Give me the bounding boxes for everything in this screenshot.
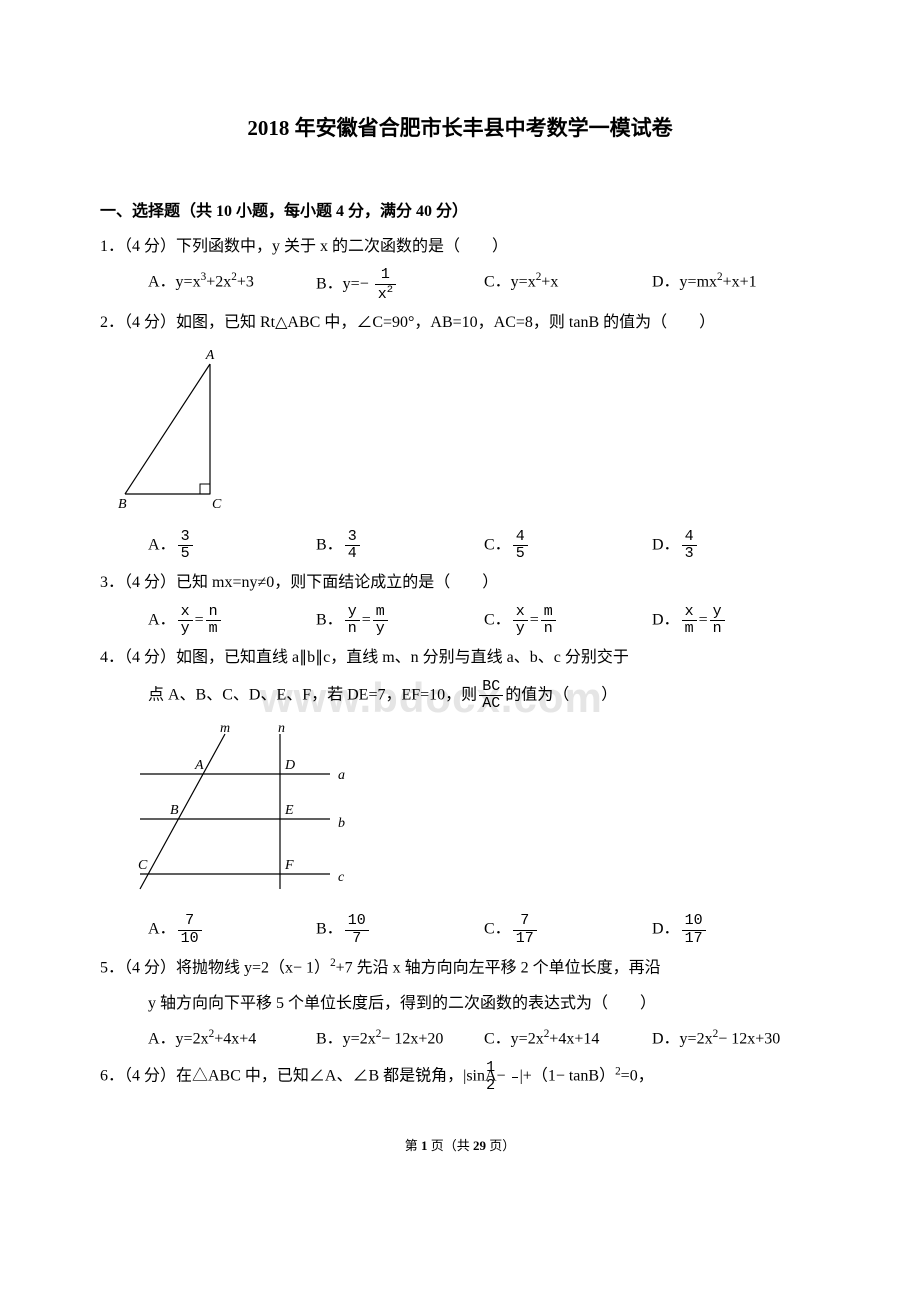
option-a: A．y=x3+2x2+3 xyxy=(148,267,316,303)
question-5-stem-line2: y 轴方向向下平移 5 个单位长度后，得到的二次函数的表达式为（ ） xyxy=(100,990,820,1019)
svg-text:m: m xyxy=(220,721,230,736)
option-c: C．717 xyxy=(484,913,652,947)
option-a: A．35 xyxy=(148,529,316,563)
page-title: 2018 年安徽省合肥市长丰县中考数学一模试卷 xyxy=(100,110,820,148)
option-d: D．43 xyxy=(652,529,820,563)
question-4-options: A．710 B．107 C．717 D．1017 xyxy=(100,913,820,947)
svg-text:F: F xyxy=(284,858,294,873)
option-b: B．107 xyxy=(316,913,484,947)
question-2-figure: A B C xyxy=(100,344,820,525)
svg-text:b: b xyxy=(338,816,345,831)
question-2-options: A．35 B．34 C．45 D．43 xyxy=(100,529,820,563)
option-d: D．xm=yn xyxy=(652,604,820,638)
option-d: D．1017 xyxy=(652,913,820,947)
option-a: A．710 xyxy=(148,913,316,947)
option-c: C．y=2x2+4x+14 xyxy=(484,1024,652,1054)
question-5-stem-line1: 5．（4 分）将抛物线 y=2（x− 1）2+7 先沿 x 轴方向向左平移 2 … xyxy=(100,953,820,983)
question-1-options: A．y=x3+2x2+3 B．y=− 1x2 C．y=x2+x D．y=mx2+… xyxy=(100,267,820,303)
question-4-stem-line2: 点 A、B、C、D、E、F，若 DE=7，EF=10，则BCAC的值为（ ） xyxy=(100,679,820,713)
option-c: C．45 xyxy=(484,529,652,563)
option-b: B．34 xyxy=(316,529,484,563)
option-d: D．y=2x2− 12x+30 xyxy=(652,1024,820,1054)
svg-text:c: c xyxy=(338,870,345,885)
question-1-stem: 1．（4 分）下列函数中，y 关于 x 的二次函数的是（ ） xyxy=(100,233,820,262)
page-footer: 第 1 页（共 29 页） xyxy=(100,1134,820,1157)
svg-text:n: n xyxy=(278,721,285,736)
option-d: D．y=mx2+x+1 xyxy=(652,267,820,303)
question-4-stem-line1: 4．（4 分）如图，已知直线 a∥b∥c，直线 m、n 分别与直线 a、b、c … xyxy=(100,644,820,673)
svg-text:a: a xyxy=(338,768,345,783)
question-5-options: A．y=2x2+4x+4 B．y=2x2− 12x+20 C．y=2x2+4x+… xyxy=(100,1024,820,1054)
option-a: A．xy=nm xyxy=(148,604,316,638)
option-a: A．y=2x2+4x+4 xyxy=(148,1024,316,1054)
svg-text:B: B xyxy=(170,803,179,818)
option-b: B．yn=my xyxy=(316,604,484,638)
question-4-figure: m n a b c A B C D E F xyxy=(100,719,820,910)
svg-text:A: A xyxy=(194,758,204,773)
option-c: C．xy=mn xyxy=(484,604,652,638)
svg-text:C: C xyxy=(212,497,222,512)
option-b: B．y=2x2− 12x+20 xyxy=(316,1024,484,1054)
svg-text:C: C xyxy=(138,858,148,873)
svg-text:B: B xyxy=(118,497,127,512)
question-3-options: A．xy=nm B．yn=my C．xy=mn D．xm=yn xyxy=(100,604,820,638)
option-b: B．y=− 1x2 xyxy=(316,267,484,303)
svg-text:D: D xyxy=(284,758,295,773)
svg-text:E: E xyxy=(284,803,294,818)
svg-text:A: A xyxy=(205,348,215,363)
question-2-stem: 2．（4 分）如图，已知 Rt△ABC 中，∠C=90°，AB=10，AC=8，… xyxy=(100,309,820,338)
question-3-stem: 3．（4 分）已知 mx=ny≠0，则下面结论成立的是（ ） xyxy=(100,569,820,598)
section-heading: 一、选择题（共 10 小题，每小题 4 分，满分 40 分） xyxy=(100,198,820,227)
option-c: C．y=x2+x xyxy=(484,267,652,303)
question-6-stem: 6．（4 分）在△ABC 中，已知∠A、∠B 都是锐角，|sinA− 12|+（… xyxy=(100,1060,820,1094)
